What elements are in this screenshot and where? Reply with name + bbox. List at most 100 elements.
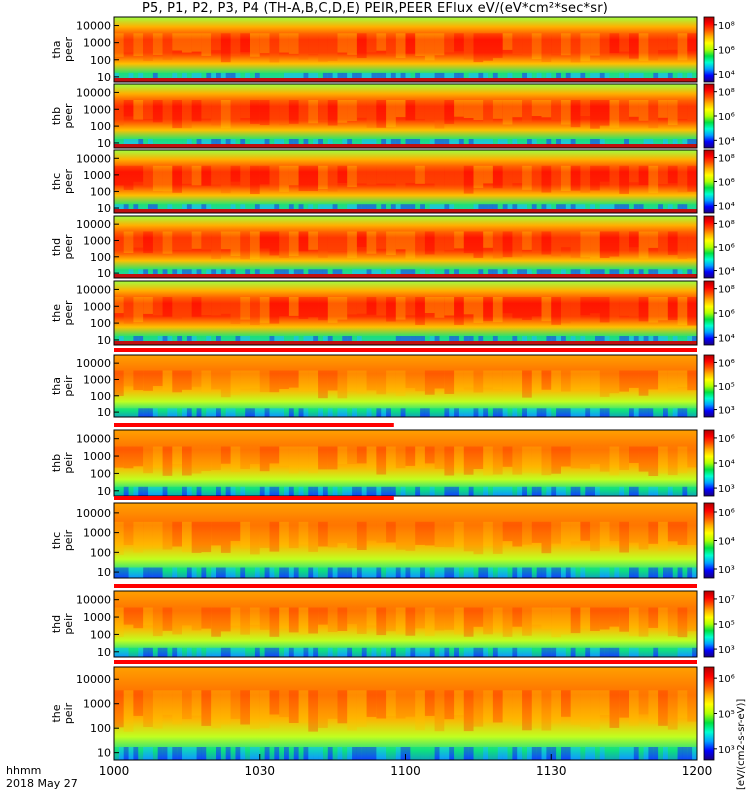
noise-cell <box>682 647 688 657</box>
noise-cell <box>337 747 343 760</box>
low-energy-cutoff <box>114 274 697 278</box>
noise-cell <box>274 336 280 345</box>
y-tick-label: 10 <box>97 137 111 150</box>
noise-cell <box>148 408 153 417</box>
texture-stripe <box>580 370 591 390</box>
texture-stripe <box>191 165 202 186</box>
texture-stripe <box>570 690 581 725</box>
texture-stripe <box>386 690 396 717</box>
noise-cell <box>148 486 153 496</box>
noise-cell <box>536 269 542 278</box>
noise-cell <box>415 269 421 278</box>
noise-cell <box>337 72 343 82</box>
texture-stripe <box>424 370 435 395</box>
noise-cell <box>468 204 474 213</box>
noise-cell <box>114 204 119 213</box>
noise-cell <box>216 72 221 82</box>
noise-cell <box>400 408 406 417</box>
noise-cell <box>575 408 581 417</box>
noise-cell <box>599 269 605 278</box>
noise-cell <box>434 139 440 148</box>
noise-cell <box>337 408 343 417</box>
texture-stripe <box>522 370 532 398</box>
texture-stripe <box>298 297 309 319</box>
noise-cell <box>361 486 367 496</box>
noise-cell <box>356 72 362 82</box>
texture-stripe <box>502 231 513 258</box>
texture-stripe <box>434 607 445 631</box>
noise-cell <box>434 567 440 578</box>
noise-cell <box>342 567 348 578</box>
spectrogram-fill <box>114 503 697 578</box>
y-tick-label: 10 <box>97 334 111 347</box>
noise-cell <box>473 647 479 657</box>
noise-cell <box>254 139 260 148</box>
noise-cell <box>629 139 634 148</box>
noise-cell <box>376 647 382 657</box>
texture-stripe <box>133 231 144 248</box>
noise-cell <box>269 567 275 578</box>
noise-cell <box>123 72 129 82</box>
texture-stripe <box>483 100 493 123</box>
colorbar-tick-label: 10³ <box>718 484 735 495</box>
noise-cell <box>527 139 532 148</box>
texture-stripe <box>143 607 153 626</box>
noise-cell <box>531 408 537 417</box>
texture-stripe <box>512 297 523 319</box>
noise-cell <box>390 747 396 760</box>
noise-cell <box>298 747 304 760</box>
texture-stripe <box>599 231 610 258</box>
texture-stripe <box>327 297 338 323</box>
texture-stripe <box>172 690 182 725</box>
texture-stripe <box>308 446 318 474</box>
texture-stripe <box>677 521 688 545</box>
noise-cell <box>162 408 168 417</box>
noise-cell <box>604 139 610 148</box>
texture-stripe <box>386 165 396 184</box>
texture-stripe <box>638 33 649 61</box>
noise-cell <box>653 269 659 278</box>
texture-stripe <box>123 297 134 324</box>
texture-stripe <box>629 446 639 463</box>
noise-cell <box>536 72 542 82</box>
texture-stripe <box>337 370 348 399</box>
noise-cell <box>206 647 212 657</box>
noise-cell <box>415 139 421 148</box>
texture-stripe <box>648 370 659 390</box>
texture-stripe <box>337 33 348 53</box>
texture-stripe <box>687 446 697 468</box>
texture-stripe <box>376 231 387 249</box>
noise-cell <box>420 567 425 578</box>
texture-stripe <box>356 33 367 58</box>
texture-stripe <box>434 446 445 469</box>
noise-cell <box>502 336 508 345</box>
noise-cell <box>162 567 168 578</box>
texture-stripe <box>648 231 659 248</box>
noise-cell <box>454 747 459 760</box>
noise-cell <box>439 139 445 148</box>
noise-cell <box>118 336 124 345</box>
panel-label: thcpeer <box>50 169 75 195</box>
texture-stripe <box>395 33 406 58</box>
noise-cell <box>167 567 173 578</box>
noise-cell <box>293 647 299 657</box>
noise-cell <box>463 747 469 760</box>
noise-cell <box>663 72 668 82</box>
noise-cell <box>604 486 610 496</box>
noise-cell <box>663 269 668 278</box>
noise-cell <box>488 336 493 345</box>
texture-stripe <box>250 231 260 260</box>
texture-stripe <box>473 690 484 727</box>
texture-stripe <box>541 231 552 255</box>
texture-stripe <box>133 297 144 323</box>
noise-cell <box>478 204 484 213</box>
noise-cell <box>633 747 639 760</box>
noise-cell <box>590 486 595 496</box>
texture-stripe <box>667 690 678 730</box>
noise-cell <box>677 747 683 760</box>
noise-cell <box>458 269 464 278</box>
texture-stripe <box>114 690 124 728</box>
noise-cell <box>410 204 416 213</box>
noise-cell <box>196 204 202 213</box>
noise-cell <box>502 486 508 496</box>
